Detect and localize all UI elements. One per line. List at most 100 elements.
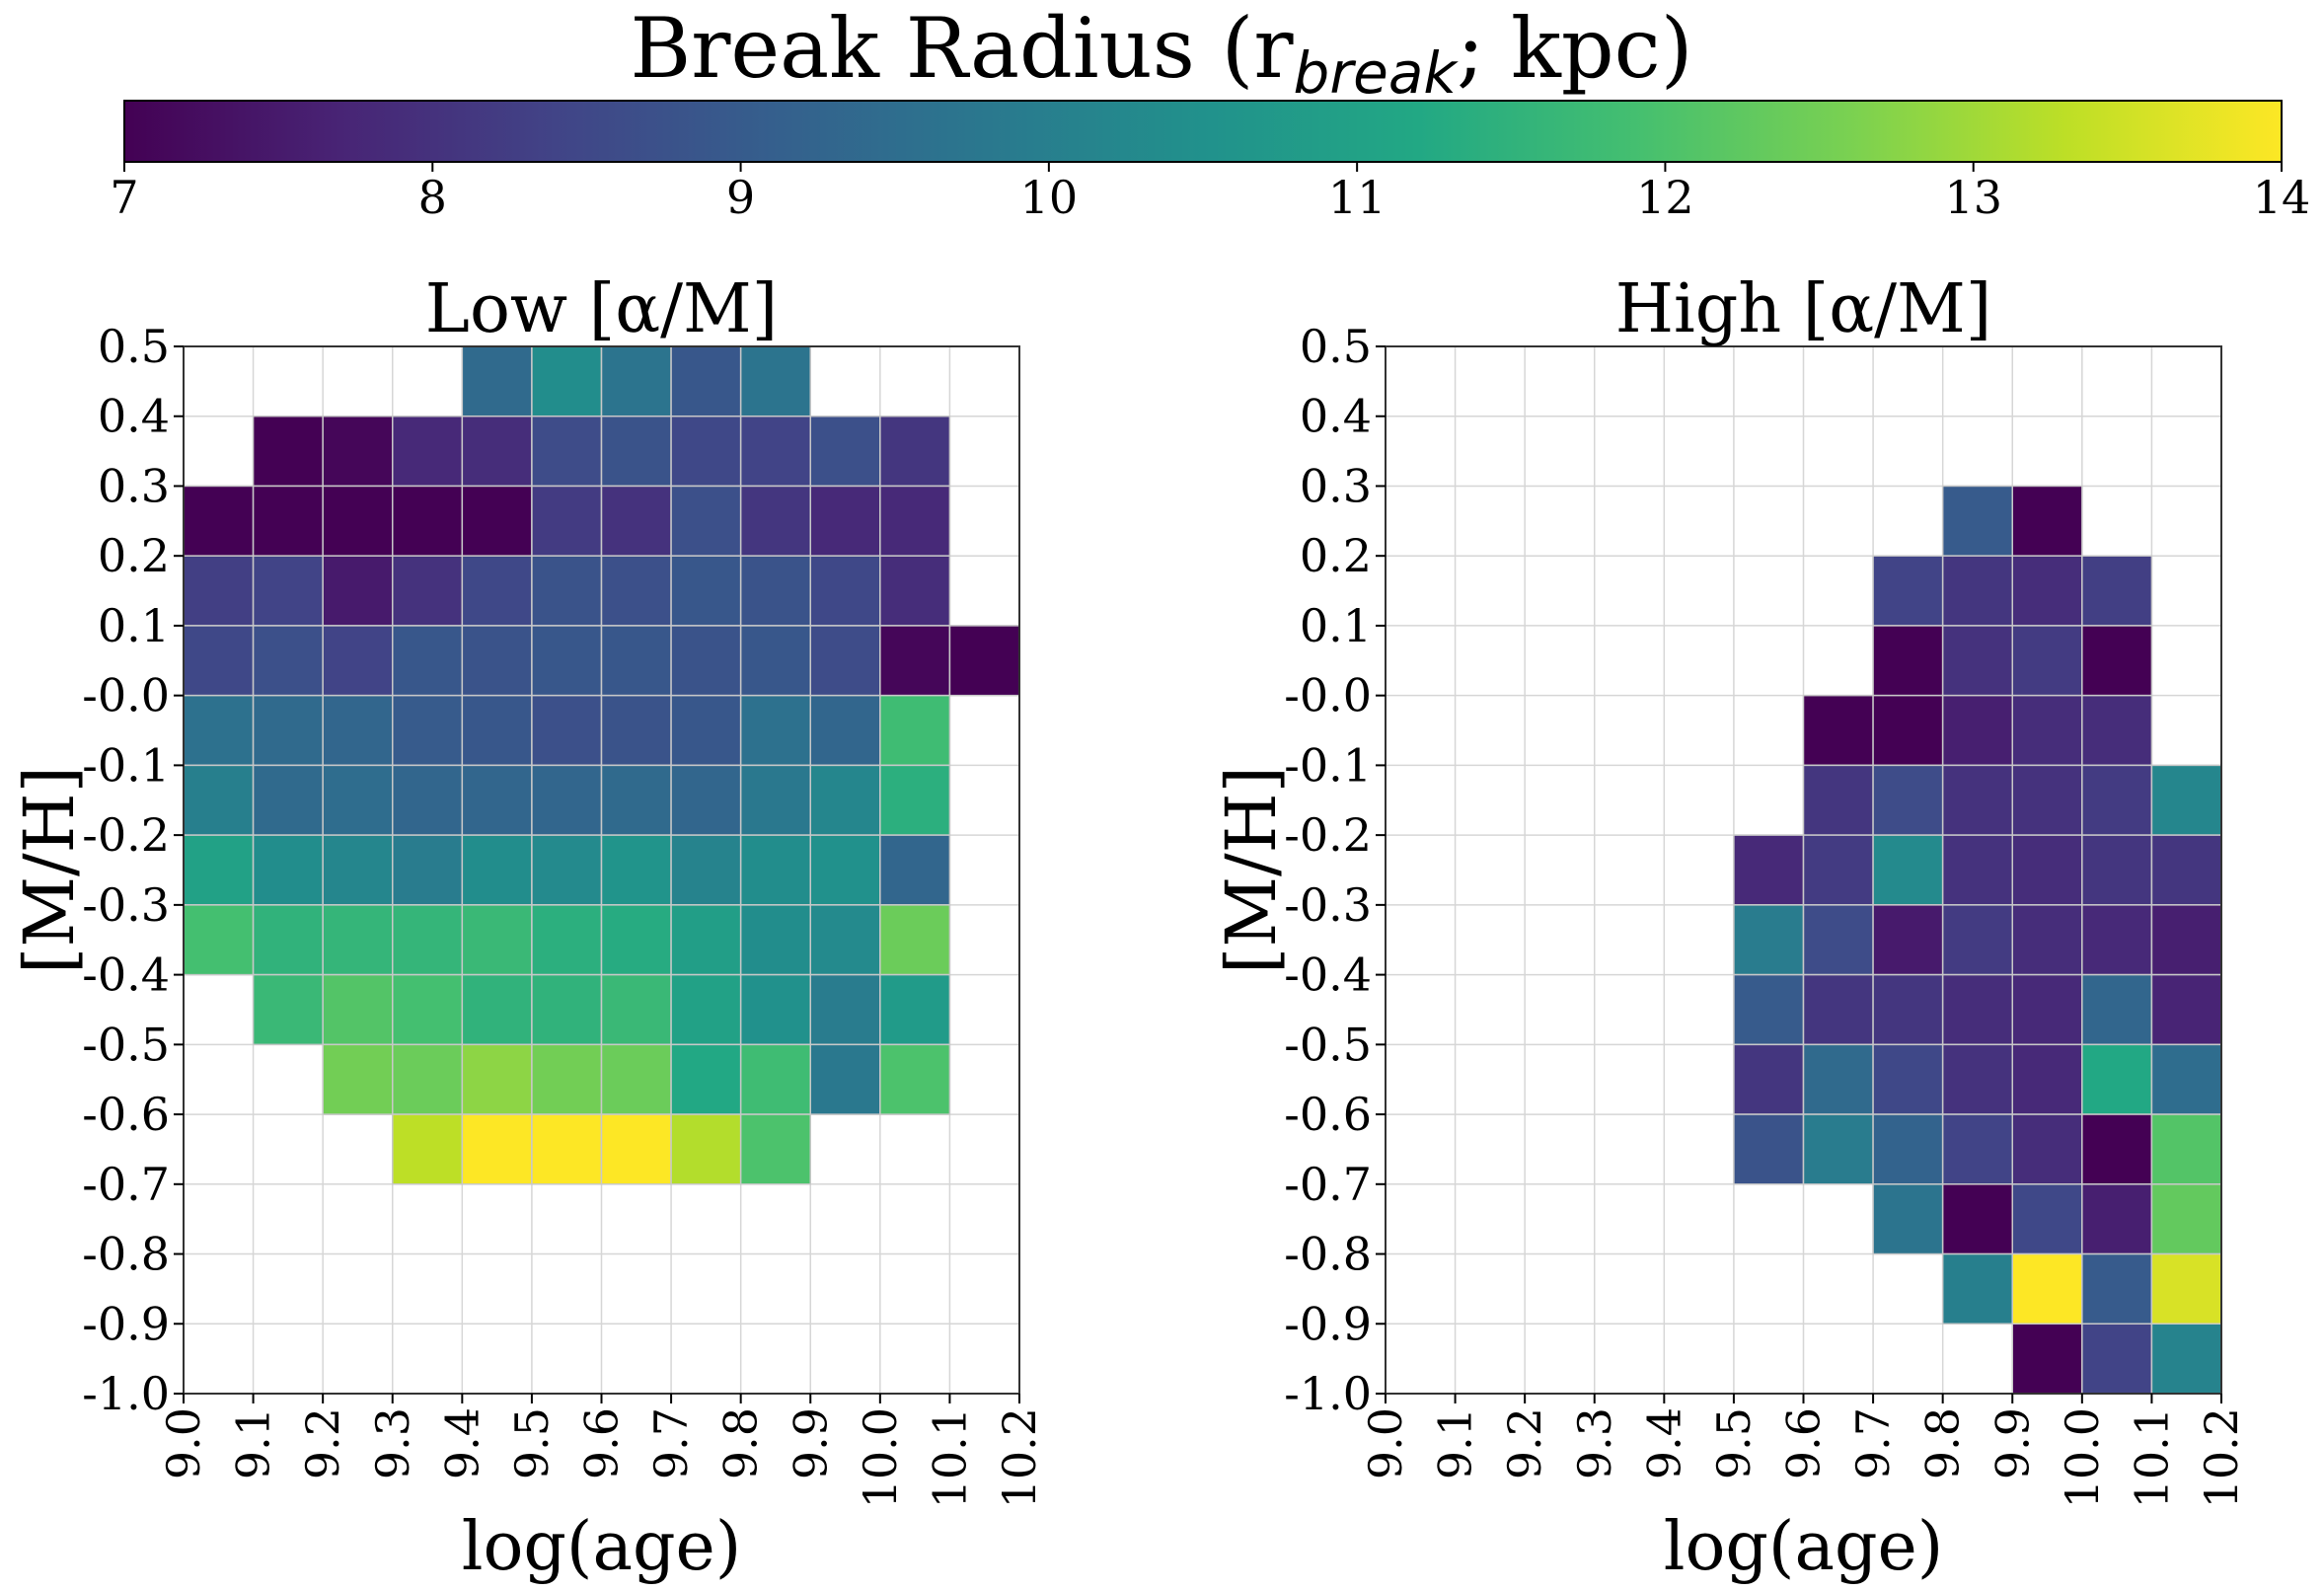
- heatmap-cell: [879, 764, 951, 836]
- heatmap-cell: [1941, 625, 2013, 697]
- heatmap-cell: [809, 834, 881, 906]
- panel-title: High [α/M]: [1615, 270, 1992, 348]
- heatmap-cell: [2081, 834, 2153, 906]
- heatmap-cell: [531, 485, 603, 557]
- heatmap-cell: [600, 485, 672, 557]
- heatmap-cell: [1872, 973, 1944, 1046]
- heatmap-cell: [461, 973, 533, 1046]
- heatmap-cell: [252, 764, 324, 836]
- x-tick-label: 9.6: [1777, 1407, 1831, 1479]
- heatmap-cell: [1941, 694, 2013, 767]
- heatmap-cell: [1941, 1252, 2013, 1326]
- y-tick-label: -0.0: [1284, 669, 1372, 722]
- heatmap-cell: [531, 1043, 603, 1115]
- x-tick-label: 9.2: [1498, 1407, 1551, 1479]
- y-tick-label: -0.1: [1284, 738, 1372, 792]
- heatmap-cell: [1872, 904, 1944, 976]
- heatmap-cell: [392, 904, 464, 976]
- heatmap-cell: [461, 1043, 533, 1115]
- x-tick-label: 9.7: [644, 1407, 698, 1479]
- y-tick-label: -0.1: [82, 738, 170, 792]
- heatmap-cell: [1941, 1043, 2013, 1115]
- heatmap-cell: [600, 1113, 672, 1185]
- heatmap-cell: [670, 485, 742, 557]
- heatmap-cell: [322, 834, 394, 906]
- heatmap-cell: [2011, 555, 2083, 627]
- x-axis-label: log(age): [462, 1508, 742, 1586]
- heatmap-cell: [2011, 1252, 2083, 1326]
- heatmap-cell: [2081, 764, 2153, 836]
- heatmap-cell: [322, 1043, 394, 1115]
- heatmap-cells: [1733, 485, 2222, 1395]
- heatmap-cell: [879, 555, 951, 627]
- heatmap-cell: [948, 625, 1020, 697]
- heatmap-cell: [322, 485, 394, 557]
- heatmap-cell: [600, 625, 672, 697]
- y-tick-label: 0.3: [1300, 459, 1372, 512]
- heatmap-cell: [1941, 555, 2013, 627]
- heatmap-cell: [392, 625, 464, 697]
- x-tick-label: 9.8: [1916, 1407, 1970, 1479]
- heatmap-cell: [2081, 1323, 2153, 1395]
- heatmap-cell: [1941, 834, 2013, 906]
- heatmap-cell: [670, 1043, 742, 1115]
- x-tick-label: 9.2: [296, 1407, 349, 1479]
- heatmap-cell: [2150, 1043, 2222, 1115]
- heatmap-cell: [809, 415, 881, 488]
- heatmap-cell: [739, 555, 812, 627]
- x-tick-label: 9.0: [157, 1407, 210, 1479]
- x-tick-label: 9.6: [575, 1407, 629, 1479]
- y-tick-label: 0.2: [1300, 529, 1372, 582]
- x-tick-label: 10.2: [993, 1407, 1046, 1508]
- heatmap-cell: [739, 904, 812, 976]
- heatmap-cell: [531, 834, 603, 906]
- heatmap-cell: [1802, 764, 1874, 836]
- heatmap-cell: [2081, 973, 2153, 1046]
- heatmap-cell: [392, 555, 464, 627]
- heatmap-cell: [183, 834, 255, 906]
- y-tick-label: -0.4: [82, 948, 170, 1002]
- x-tick-label: 9.8: [714, 1407, 768, 1479]
- heatmap-cell: [322, 973, 394, 1046]
- heatmap-cell: [1872, 1183, 1944, 1255]
- x-tick-label: 9.5: [505, 1407, 559, 1479]
- heatmap-cell: [2011, 485, 2083, 557]
- heatmap-cell: [461, 625, 533, 697]
- heatmap-cell: [252, 555, 324, 627]
- heatmap-cell: [1733, 973, 1805, 1046]
- heatmap-cell: [2150, 1113, 2222, 1185]
- panel-title: Low [α/M]: [425, 270, 778, 348]
- heatmap-cell: [670, 904, 742, 976]
- heatmap-cell: [670, 1113, 742, 1185]
- heatmap-cell: [600, 1043, 672, 1115]
- heatmap-cell: [1802, 834, 1874, 906]
- heatmap-cell: [2081, 1043, 2153, 1115]
- heatmap-cell: [252, 694, 324, 767]
- heatmap-cell: [1733, 1113, 1805, 1185]
- heatmap-cell: [252, 834, 324, 906]
- heatmap-cell: [183, 764, 255, 836]
- colorbar-tick-label: 13: [1944, 171, 2002, 224]
- y-tick-label: 0.1: [98, 599, 170, 652]
- y-tick-label: -0.7: [82, 1158, 170, 1211]
- heatmap-cell: [2150, 834, 2222, 906]
- heatmap-cell: [252, 485, 324, 557]
- heatmap-cell: [2011, 1183, 2083, 1255]
- heatmap-cell: [322, 904, 394, 976]
- heatmap-cell: [2011, 625, 2083, 697]
- heatmap-cell: [322, 694, 394, 767]
- heatmap-cell: [2150, 1252, 2222, 1326]
- heatmap-cell: [531, 973, 603, 1046]
- heatmap-cell: [1872, 555, 1944, 627]
- heatmap-cell: [322, 625, 394, 697]
- heatmap-cell: [252, 904, 324, 976]
- heatmap-cell: [531, 1113, 603, 1185]
- heatmap-cell: [809, 973, 881, 1046]
- heatmap-cell: [1941, 904, 2013, 976]
- x-tick-label: 9.1: [227, 1407, 280, 1479]
- heatmap-cell: [1872, 764, 1944, 836]
- y-tick-label: 0.1: [1300, 599, 1372, 652]
- heatmap-cell: [600, 345, 672, 417]
- panel-high-alpha: High [α/M] 0.5 0.4 0.3 0.2 0.1 -0.0 -0.1 -0.2 -0.…: [1211, 270, 2248, 1586]
- y-tick-label: -0.3: [1284, 878, 1372, 932]
